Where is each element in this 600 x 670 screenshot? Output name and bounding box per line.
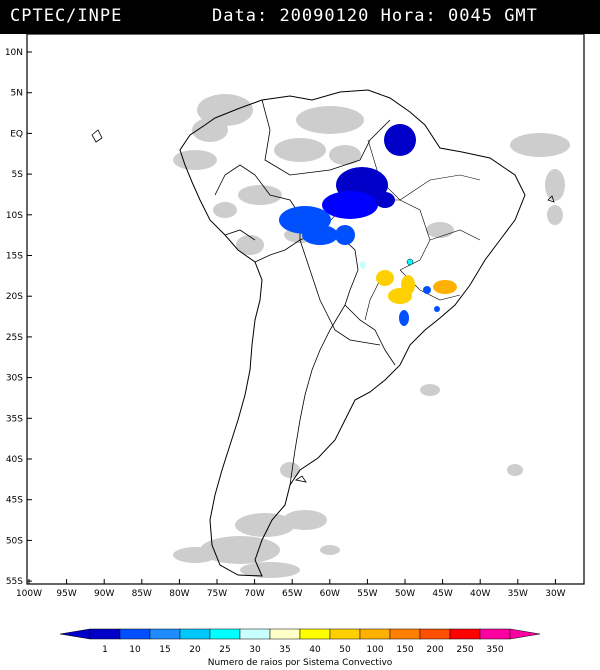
legend-swatch — [449, 628, 481, 640]
legend-value: 25 — [219, 645, 230, 655]
legend-swatch — [149, 628, 181, 640]
longitude-label: 80W — [169, 589, 189, 599]
legend-value: 50 — [339, 645, 351, 655]
legend-value: 20 — [189, 645, 201, 655]
time-value: 0045 GMT — [448, 6, 538, 26]
islands — [91, 129, 555, 483]
legend-swatch — [239, 628, 271, 640]
legend-value: 150 — [396, 645, 413, 655]
legend-value: 250 — [456, 645, 473, 655]
longitude-label: 75W — [207, 589, 227, 599]
latitude-label: 50S — [6, 536, 23, 546]
legend-swatch — [299, 628, 331, 640]
longitude-label: 35W — [508, 589, 528, 599]
longitude-label: 65W — [282, 589, 302, 599]
longitude-label: 70W — [244, 589, 264, 599]
legend-swatch — [419, 628, 451, 640]
legend-swatch — [329, 628, 361, 640]
legend-value: 200 — [426, 645, 443, 655]
longitude-label: 40W — [470, 589, 490, 599]
latitude-label: 10N — [5, 48, 23, 58]
legend-swatch — [479, 628, 511, 640]
data-label: Data: — [212, 6, 269, 26]
longitude-labels: 100W 95W 90W 85W 80W 75W 70W 65W 60W 55W 50W 45W 40W… — [16, 579, 566, 599]
latitude-label: 5S — [12, 170, 24, 180]
longitude-label: 55W — [357, 589, 377, 599]
latitude-label: 45S — [6, 496, 23, 506]
latitude-label: 25S — [6, 333, 23, 343]
legend-value: 10 — [129, 645, 141, 655]
longitude-label: 85W — [132, 589, 152, 599]
latitude-label: 55S — [6, 577, 23, 587]
latitude-label: 40S — [6, 455, 23, 465]
cloud-cover — [173, 94, 570, 578]
date-value: 20090120 — [279, 6, 370, 26]
legend-value: 30 — [249, 645, 261, 655]
organization-label: CPTEC/INPE — [10, 6, 123, 26]
legend-swatch — [389, 628, 421, 640]
legend-swatch — [359, 628, 391, 640]
legend-swatch — [209, 628, 241, 640]
legend-value: 35 — [279, 645, 290, 655]
legend-value: 1 — [102, 645, 108, 655]
latitude-label: 20S — [6, 292, 23, 302]
latitude-label: EQ — [10, 129, 23, 139]
latitude-label: 10S — [6, 211, 23, 221]
legend-swatch — [179, 628, 211, 640]
legend-arrow-left — [59, 628, 91, 640]
legend-value: 40 — [309, 645, 321, 655]
legend-value: 100 — [366, 645, 383, 655]
hora-label: Hora: — [380, 6, 437, 26]
continent-outline — [179, 89, 526, 577]
map-header: CPTEC/INPE Data: 20090120 Hora: 0045 GMT — [0, 0, 600, 34]
legend-value: 15 — [159, 645, 170, 655]
legend-arrow-right — [509, 628, 541, 640]
legend-swatch — [89, 628, 121, 640]
longitude-label: 100W — [16, 589, 42, 599]
longitude-label: 90W — [94, 589, 114, 599]
longitude-label: 95W — [56, 589, 76, 599]
legend-value: 350 — [486, 645, 503, 655]
longitude-label: 45W — [432, 589, 452, 599]
color-legend: 1 10 15 20 25 30 35 40 50 100 150 200 250 350 — [59, 628, 541, 655]
latitude-labels: 10N 5N EQ 5S 10S 15S 20S 25S 30S 35S 40S 45S 50S 55S — [5, 48, 32, 587]
latitude-label: 5N — [11, 89, 23, 99]
legend-swatch — [269, 628, 301, 640]
longitude-label: 30W — [545, 589, 565, 599]
latitude-label: 30S — [6, 374, 23, 384]
lightning-map: 10N5NEQ5S10S15S20S25S30S35S40S45S50S55S … — [5, 34, 585, 668]
latitude-label: 15S — [6, 252, 23, 262]
lightning-clusters — [279, 124, 457, 326]
longitude-label: 50W — [395, 589, 415, 599]
latitude-label: 35S — [6, 414, 23, 424]
datetime-label: Data: 20090120 Hora: 0045 GMT — [212, 6, 538, 26]
longitude-label: 60W — [320, 589, 340, 599]
legend-swatch — [119, 628, 151, 640]
legend-title: Numero de raios por Sistema Convectivo — [208, 658, 393, 668]
